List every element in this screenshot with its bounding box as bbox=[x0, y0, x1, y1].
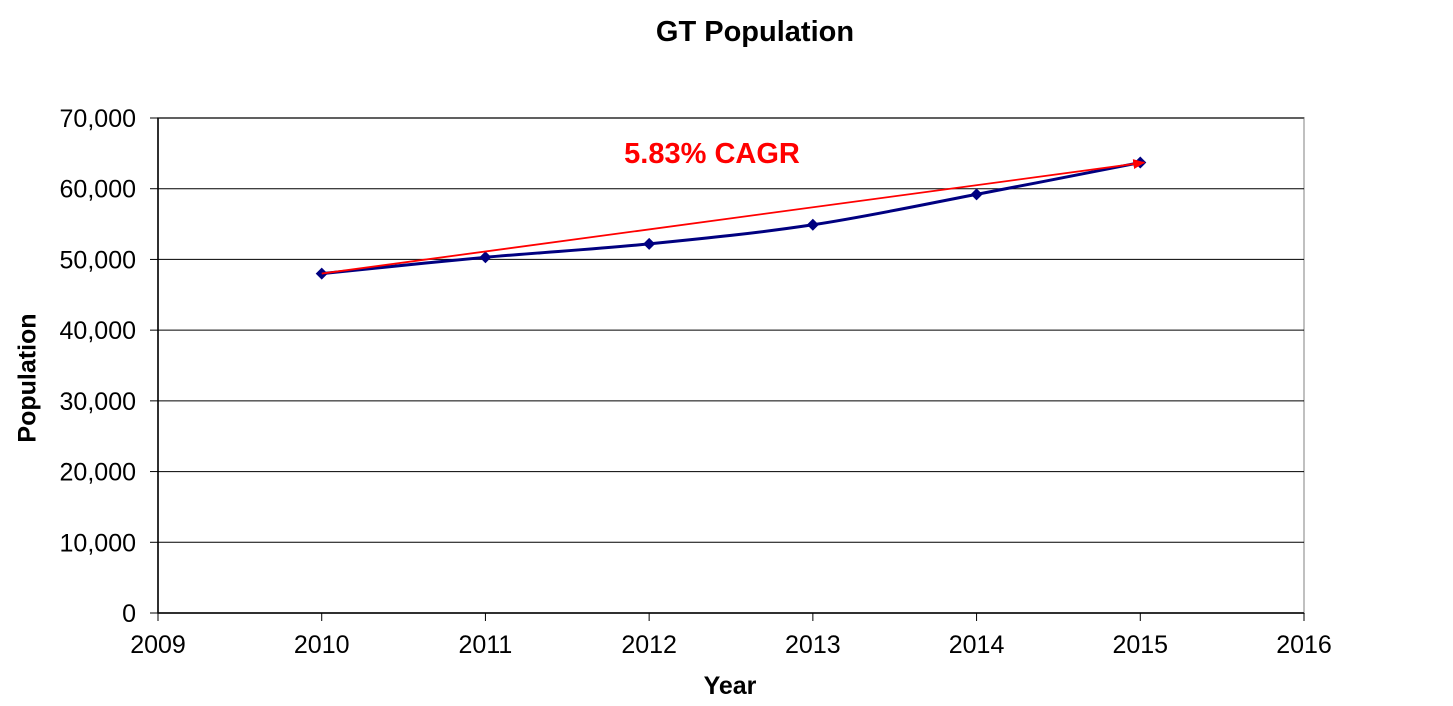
y-tick-label: 50,000 bbox=[60, 246, 136, 274]
x-tick-label: 2011 bbox=[459, 631, 513, 659]
cagr-label: 5.83% CAGR bbox=[624, 138, 800, 170]
data-point-marker bbox=[479, 251, 492, 264]
x-tick-label: 2015 bbox=[1112, 631, 1168, 659]
x-tick-label: 2010 bbox=[294, 631, 350, 659]
gridlines bbox=[158, 117, 1304, 543]
data-point-marker bbox=[643, 237, 656, 250]
x-tick-label: 2013 bbox=[785, 631, 841, 659]
y-tick-label: 40,000 bbox=[60, 317, 136, 345]
x-tick-label: 2014 bbox=[949, 631, 1005, 659]
x-tick-label: 2012 bbox=[621, 631, 677, 659]
y-tick-label: 10,000 bbox=[60, 529, 136, 557]
x-tick-label: 2016 bbox=[1276, 631, 1332, 659]
y-tick-label: 0 bbox=[122, 600, 136, 628]
data-point-marker bbox=[970, 188, 983, 201]
cagr-arrow bbox=[321, 159, 1146, 275]
plot-area bbox=[157, 117, 1305, 614]
y-axis-ticks: 0 10,000 20,000 30,000 40,000 50,000 60,000 70,… bbox=[60, 105, 158, 628]
y-tick-label: 70,000 bbox=[60, 105, 136, 133]
y-tick-label: 30,000 bbox=[60, 388, 136, 416]
axes bbox=[157, 118, 1304, 614]
chart-title: GT Population bbox=[655, 16, 855, 48]
annotation-group: 5.83% CAGR bbox=[321, 138, 1146, 275]
x-tick-label: 2009 bbox=[130, 631, 186, 659]
x-axis-title: Year bbox=[703, 672, 757, 700]
y-tick-label: 60,000 bbox=[60, 176, 136, 204]
data-point-marker bbox=[806, 218, 819, 231]
y-tick-label: 20,000 bbox=[60, 459, 136, 487]
series-line bbox=[321, 161, 1141, 276]
x-axis-ticks: 2009 2010 2011 2012 2013 2014 2015 2016 bbox=[130, 613, 1332, 659]
